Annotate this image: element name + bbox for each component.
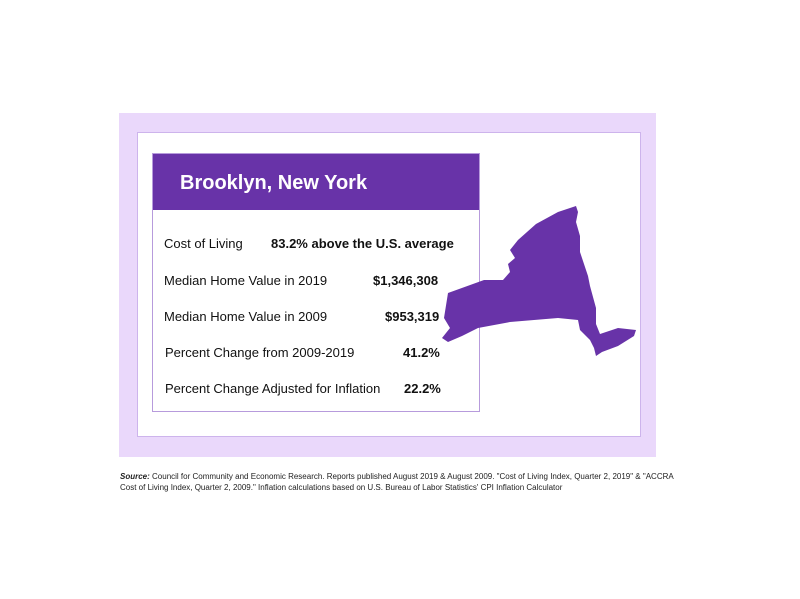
row-value: $1,346,308 (373, 273, 439, 288)
card-title: Brooklyn, New York (180, 172, 368, 194)
row-label: Median Home Value in 2009 (164, 309, 328, 324)
row-label: Percent Change Adjusted for Inflation (165, 381, 381, 396)
info-card: Brooklyn, New York Cost of Living 83.2% … (152, 153, 480, 412)
source-note: Source: Council for Community and Econom… (120, 471, 690, 493)
row-value: 41.2% (403, 345, 440, 360)
row-value: $953,319 (385, 309, 440, 324)
card-header: Brooklyn, New York (153, 154, 479, 210)
source-text: Council for Community and Economic Resea… (120, 472, 674, 492)
row-value: 83.2% above the U.S. average (271, 236, 454, 251)
row-label: Percent Change from 2009-2019 (165, 345, 355, 360)
new-york-state-map-icon (442, 206, 636, 356)
row-value: 22.2% (404, 381, 441, 396)
source-label: Source: (120, 472, 150, 481)
row-label: Cost of Living (164, 236, 243, 251)
new-york-state-shape (442, 206, 636, 356)
row-label: Median Home Value in 2019 (164, 273, 328, 288)
